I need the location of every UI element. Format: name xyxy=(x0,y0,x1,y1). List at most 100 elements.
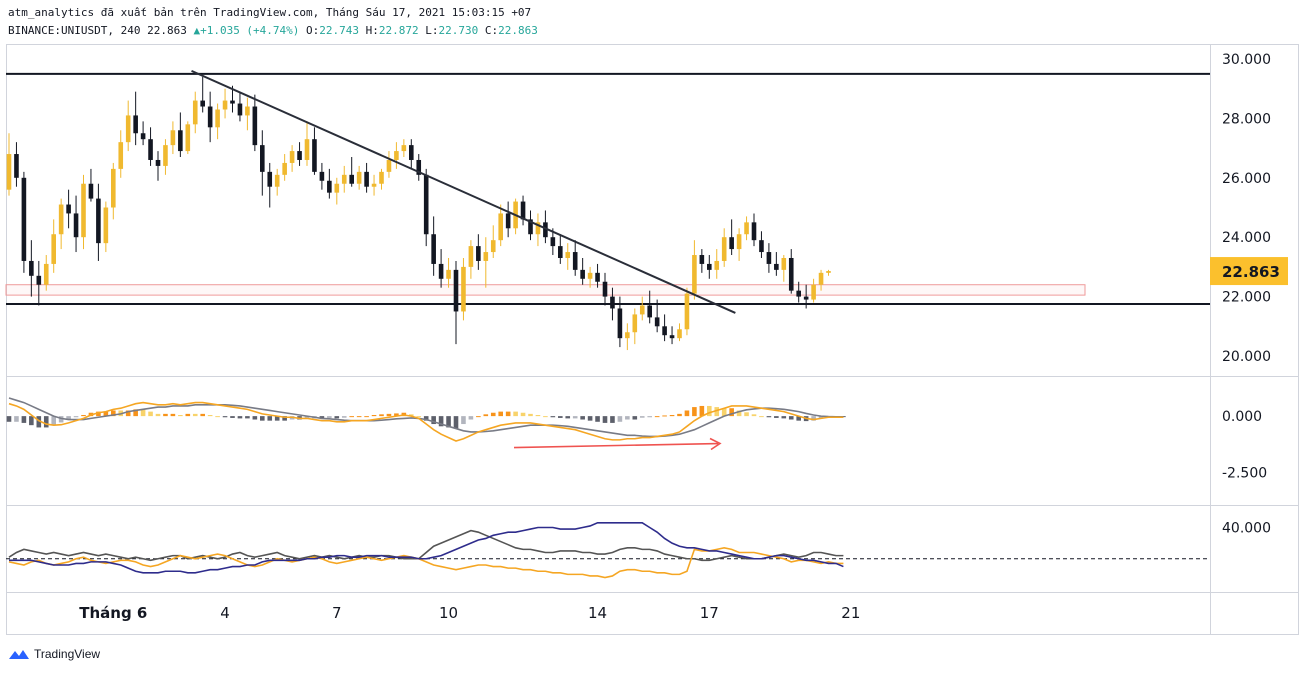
dmi-tick-label: 40.000 xyxy=(1222,521,1271,537)
candle xyxy=(490,225,496,258)
price-tick-label: 20.000 xyxy=(1222,349,1271,365)
candle-body xyxy=(349,174,354,184)
close-label: C: xyxy=(484,24,499,37)
open-label: O: xyxy=(306,24,320,37)
symbol-label: BINANCE:UNIUSDT, 240 xyxy=(8,24,148,37)
macd-histogram-bar xyxy=(662,415,667,417)
candle-body xyxy=(21,177,27,261)
macd-histogram-bar xyxy=(677,413,682,417)
candle xyxy=(707,255,712,279)
candle-body xyxy=(178,130,183,152)
candle xyxy=(461,257,466,321)
candle-body xyxy=(29,260,34,276)
candle xyxy=(29,240,34,297)
candle-body xyxy=(736,234,742,250)
candle xyxy=(766,243,772,273)
candle-body xyxy=(639,305,645,315)
candle-body xyxy=(401,145,407,152)
macd-histogram-bar xyxy=(423,416,429,421)
macd-histogram-bar xyxy=(58,416,64,423)
macd-histogram-bar xyxy=(505,411,511,417)
price-pane[interactable] xyxy=(5,69,1210,351)
candle xyxy=(401,139,407,158)
candle xyxy=(36,260,42,306)
candle-body xyxy=(617,308,623,339)
candle xyxy=(267,162,273,208)
candle-body xyxy=(803,296,809,300)
candle xyxy=(341,165,347,193)
macd-histogram-bar xyxy=(468,416,474,420)
candle xyxy=(178,112,183,158)
candle-body xyxy=(245,106,250,116)
support-zone xyxy=(5,284,1086,296)
time-tick-label: Tháng 6 xyxy=(79,604,147,622)
candle-body xyxy=(423,174,429,235)
tradingview-brand[interactable]: TradingView xyxy=(8,647,100,661)
candle-body xyxy=(811,284,816,300)
candle-body xyxy=(632,314,638,333)
candle xyxy=(304,121,310,166)
macd-histogram-bar xyxy=(520,412,526,417)
time-tick-label: 7 xyxy=(332,604,342,622)
candle-body xyxy=(334,183,340,193)
candle xyxy=(133,91,138,146)
candle xyxy=(140,121,146,146)
candle xyxy=(721,228,727,267)
candle xyxy=(572,240,578,276)
dmi-pane[interactable] xyxy=(6,522,1210,579)
candle xyxy=(826,269,831,276)
candle-body xyxy=(572,252,578,270)
candle xyxy=(565,243,571,270)
candle xyxy=(453,260,459,345)
macd-histogram-bar xyxy=(774,416,779,418)
candle xyxy=(759,231,764,258)
candle xyxy=(803,284,809,309)
candle-body xyxy=(364,171,369,187)
macd-histogram-bar xyxy=(349,416,354,418)
macd-histogram-bar xyxy=(364,416,369,418)
macd-histogram-bar xyxy=(274,416,280,421)
macd-histogram-bar xyxy=(245,416,250,419)
macd-histogram-bar xyxy=(185,413,191,417)
price-tick-label: 26.000 xyxy=(1222,171,1271,187)
di-minus-line xyxy=(9,522,844,574)
macd-histogram-bar xyxy=(334,416,340,419)
macd-histogram-bar xyxy=(446,416,451,428)
candle-body xyxy=(766,252,772,264)
macd-histogram-bar xyxy=(461,416,466,425)
macd-histogram-bar xyxy=(565,416,571,419)
price-tick-label: 24.000 xyxy=(1222,230,1271,246)
candle xyxy=(684,287,690,336)
macd-histogram-bar xyxy=(483,414,489,417)
candle-body xyxy=(409,145,414,160)
last-price-tag xyxy=(1210,257,1288,286)
candle-body xyxy=(647,305,652,318)
candle xyxy=(274,168,280,196)
macd-histogram-bar xyxy=(625,416,630,420)
macd-histogram-bar xyxy=(192,413,198,417)
candle xyxy=(595,263,600,288)
macd-pane[interactable] xyxy=(6,397,846,451)
candle xyxy=(796,281,801,303)
candle xyxy=(639,296,645,321)
macd-histogram-bar xyxy=(632,416,638,420)
candle-body xyxy=(550,237,556,247)
candle-body xyxy=(51,234,56,264)
candle xyxy=(476,234,481,270)
candle-body xyxy=(386,159,392,172)
macd-histogram-bar xyxy=(73,416,79,418)
candle-body xyxy=(796,290,801,297)
macd-histogram-bar xyxy=(140,409,146,417)
candle-body xyxy=(476,246,481,261)
macd-histogram-bar xyxy=(766,416,772,418)
time-tick-label: 4 xyxy=(220,604,230,622)
macd-histogram-bar xyxy=(684,410,690,417)
candle-body xyxy=(625,332,630,339)
candle xyxy=(543,210,548,244)
macd-histogram-bar xyxy=(751,414,757,417)
candle-body xyxy=(88,183,94,199)
candle xyxy=(498,204,503,247)
candle xyxy=(282,154,287,181)
candle xyxy=(580,257,585,285)
